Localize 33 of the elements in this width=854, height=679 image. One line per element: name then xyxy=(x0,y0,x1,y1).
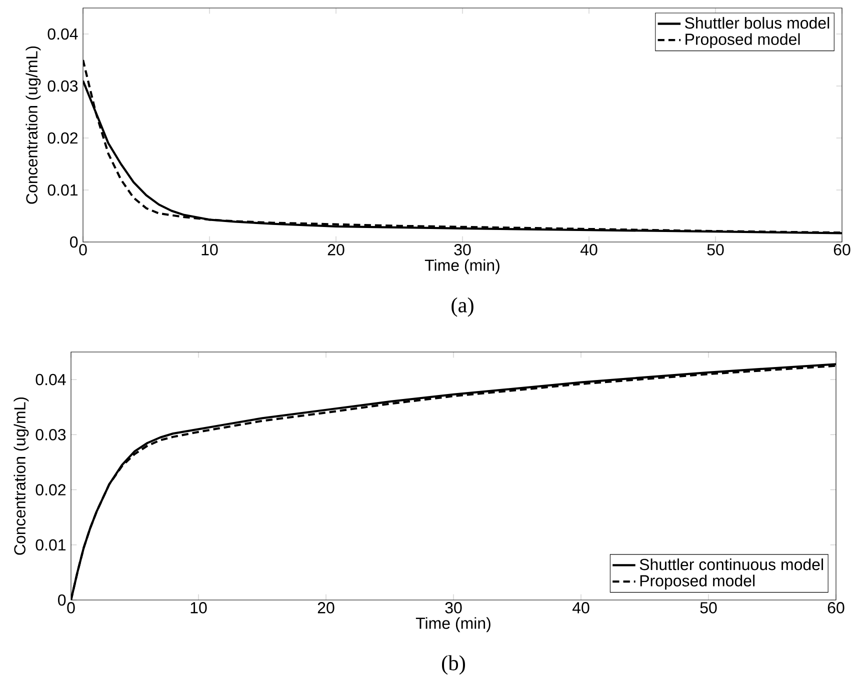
x-tick-label: 60 xyxy=(828,602,844,614)
x-tick-label: 10 xyxy=(190,602,207,614)
x-tick-label: 50 xyxy=(707,244,724,256)
x-tick-label: 20 xyxy=(328,244,344,256)
y-tick-label: 0.04 xyxy=(48,28,78,40)
y-tick-label: 0.03 xyxy=(36,429,66,440)
x-tick-label: 10 xyxy=(202,244,218,256)
x-tick-label: 0 xyxy=(79,244,87,256)
x-tick-label: 60 xyxy=(834,244,850,256)
y-tick-label: 0.02 xyxy=(36,484,66,496)
text: (b) xyxy=(442,655,465,675)
x-axis-title: Time (min) xyxy=(416,617,490,632)
y-tick-label: 0.01 xyxy=(36,539,66,551)
y-tick-label: 0.04 xyxy=(36,374,66,386)
y-tick-label: 0 xyxy=(70,236,78,248)
x-tick-label: 50 xyxy=(700,602,717,614)
text: (a) xyxy=(452,297,474,317)
legend-label: Proposed model xyxy=(686,33,800,48)
x-tick-label: 40 xyxy=(572,602,590,614)
y-tick-label: 0.03 xyxy=(48,80,78,92)
y-tick-label: 0.01 xyxy=(48,184,78,196)
y-tick-label: 0.02 xyxy=(48,132,78,144)
x-axis-title: Time (min) xyxy=(424,259,500,274)
x-tick-label: 30 xyxy=(445,602,462,614)
y-tick-label: 0 xyxy=(58,594,66,606)
legend-label: Shuttler continuous model xyxy=(640,558,823,570)
x-tick-label: 30 xyxy=(454,244,471,256)
x-tick-label: 40 xyxy=(580,244,598,256)
y-axis-title: Concentration (ug/mL) xyxy=(26,46,41,204)
legend-label: Shuttler bolus model xyxy=(685,16,830,29)
legend-label: Proposed model xyxy=(640,574,754,590)
x-tick-label: 20 xyxy=(318,602,334,614)
y-axis-title: Concentration (ug/mL) xyxy=(14,397,29,555)
